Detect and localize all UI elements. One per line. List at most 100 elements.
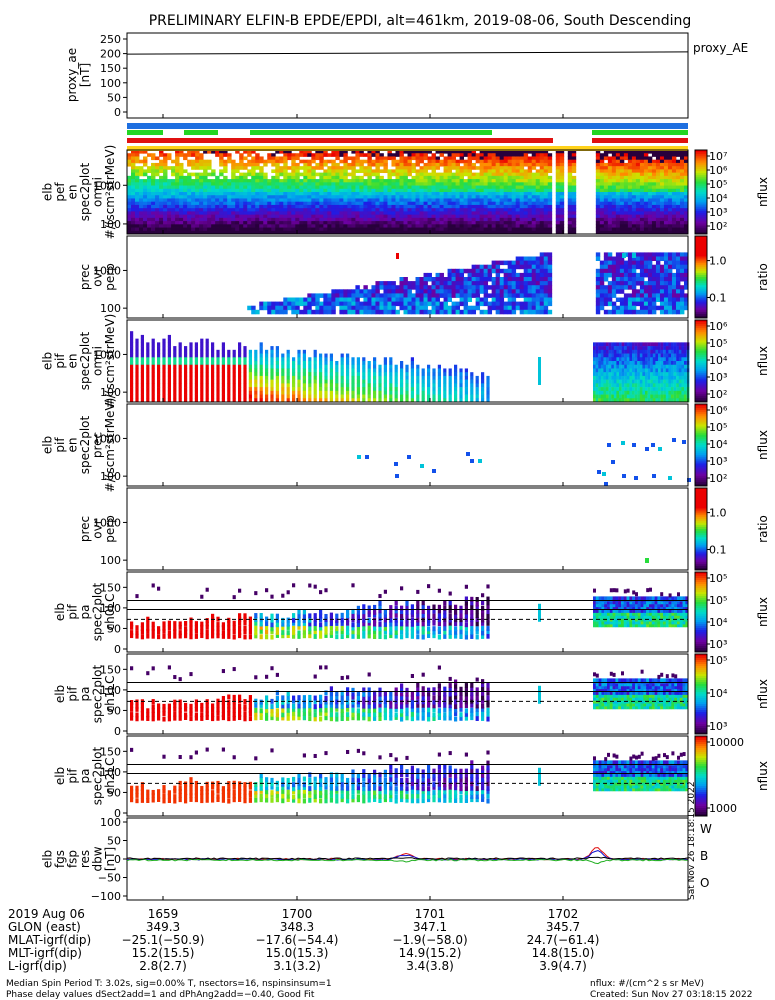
cell — [663, 305, 669, 311]
cell — [663, 227, 669, 232]
cell — [251, 217, 256, 222]
cell — [243, 379, 247, 384]
cell — [194, 364, 198, 369]
cell — [447, 309, 452, 315]
cell — [362, 364, 366, 369]
cell — [339, 214, 344, 219]
cell — [523, 260, 529, 266]
cell — [639, 256, 645, 261]
cell — [447, 217, 452, 222]
cell — [383, 309, 388, 315]
cell — [219, 159, 224, 164]
cell — [347, 211, 352, 216]
cell — [611, 150, 617, 154]
cell — [627, 192, 633, 196]
cell — [675, 221, 681, 225]
cell — [495, 201, 501, 206]
cell — [639, 230, 645, 235]
cell — [599, 169, 605, 174]
cell — [443, 224, 448, 228]
cell — [399, 179, 404, 183]
cell — [403, 188, 408, 193]
cell — [615, 156, 621, 161]
cell — [507, 198, 513, 203]
cell — [231, 175, 236, 180]
cell — [451, 281, 456, 286]
cell — [423, 221, 428, 225]
cell — [167, 368, 171, 373]
cell — [275, 227, 280, 232]
cell — [627, 268, 633, 274]
cell — [639, 277, 645, 282]
cell — [383, 156, 388, 161]
cell — [235, 192, 240, 196]
cell — [432, 390, 436, 395]
cell — [255, 204, 260, 209]
cell — [143, 185, 148, 190]
cell — [543, 252, 549, 257]
cell — [635, 227, 641, 232]
cell — [643, 301, 649, 307]
cell — [140, 368, 144, 373]
cell — [178, 383, 182, 388]
cell — [143, 150, 148, 154]
cell — [378, 398, 382, 403]
cell — [663, 153, 669, 157]
cell — [178, 364, 182, 369]
cell — [619, 182, 625, 186]
cell — [405, 368, 409, 373]
cell — [323, 172, 328, 177]
cell — [639, 221, 645, 225]
cell — [467, 159, 473, 164]
cell — [167, 379, 171, 384]
cell — [467, 309, 473, 315]
cell — [184, 372, 188, 377]
cell — [259, 394, 263, 399]
cell — [383, 390, 387, 395]
cell — [663, 198, 669, 203]
cell — [547, 272, 553, 278]
cell — [359, 192, 364, 196]
cell — [635, 166, 641, 170]
cell — [371, 301, 376, 307]
cell — [527, 159, 533, 164]
cell — [627, 293, 633, 298]
cell — [391, 153, 396, 157]
cell — [454, 368, 458, 373]
cell — [415, 309, 420, 315]
cell — [667, 268, 673, 274]
cell — [243, 195, 248, 199]
cell — [327, 217, 332, 222]
cell — [675, 256, 681, 261]
cell — [639, 301, 645, 307]
cell — [395, 224, 400, 228]
cell — [495, 172, 501, 177]
cell — [651, 221, 657, 225]
cell — [389, 394, 393, 399]
cell — [171, 179, 176, 183]
cell — [611, 221, 617, 225]
cell — [467, 169, 473, 174]
cell — [367, 214, 372, 219]
cell — [607, 211, 613, 216]
cell — [435, 201, 440, 206]
cell — [615, 309, 621, 315]
cell — [407, 195, 412, 199]
cell — [355, 221, 360, 225]
cell — [627, 211, 633, 216]
cell — [527, 289, 533, 294]
cell — [279, 188, 284, 193]
cell — [571, 224, 577, 228]
cell — [423, 182, 428, 186]
cell — [167, 398, 171, 403]
cell — [464, 372, 468, 377]
cell — [287, 192, 292, 196]
cell — [679, 195, 685, 199]
cell — [135, 357, 139, 362]
cell — [205, 346, 209, 351]
cell — [659, 289, 665, 294]
cell — [379, 211, 384, 216]
cell — [151, 383, 155, 388]
cell — [383, 192, 388, 196]
cell — [491, 159, 497, 164]
